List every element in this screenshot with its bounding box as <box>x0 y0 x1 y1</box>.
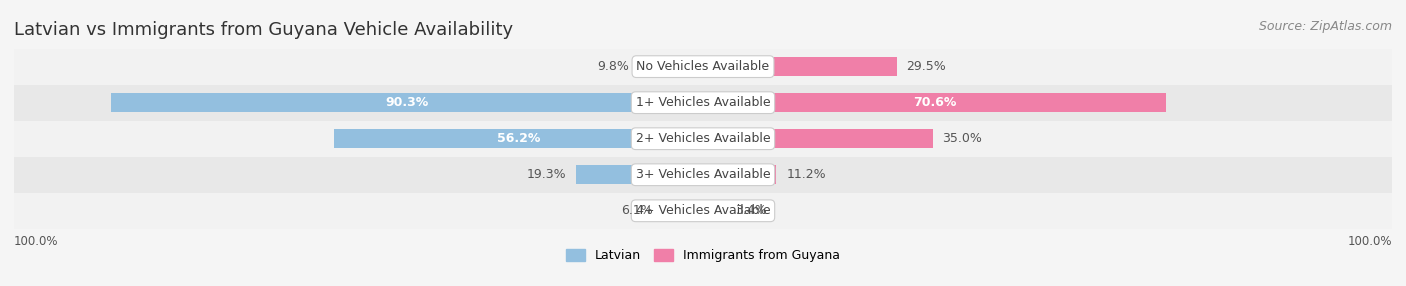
Text: 6.1%: 6.1% <box>621 204 654 217</box>
Text: 100.0%: 100.0% <box>14 235 59 248</box>
Bar <box>703 129 932 148</box>
Text: 70.6%: 70.6% <box>912 96 956 109</box>
Text: 56.2%: 56.2% <box>496 132 540 145</box>
Text: 3.4%: 3.4% <box>735 204 766 217</box>
Bar <box>703 201 725 220</box>
Bar <box>14 157 1392 193</box>
Bar <box>14 193 1392 229</box>
Bar <box>14 85 1392 121</box>
Bar <box>664 201 703 220</box>
Text: Latvian vs Immigrants from Guyana Vehicle Availability: Latvian vs Immigrants from Guyana Vehicl… <box>14 21 513 39</box>
Text: 35.0%: 35.0% <box>942 132 983 145</box>
Legend: Latvian, Immigrants from Guyana: Latvian, Immigrants from Guyana <box>567 249 839 262</box>
Bar <box>703 165 776 184</box>
Text: 2+ Vehicles Available: 2+ Vehicles Available <box>636 132 770 145</box>
Text: 19.3%: 19.3% <box>527 168 567 181</box>
Text: 11.2%: 11.2% <box>786 168 825 181</box>
Text: 3+ Vehicles Available: 3+ Vehicles Available <box>636 168 770 181</box>
Text: Source: ZipAtlas.com: Source: ZipAtlas.com <box>1258 20 1392 33</box>
Text: 29.5%: 29.5% <box>907 60 946 73</box>
Bar <box>14 121 1392 157</box>
Text: No Vehicles Available: No Vehicles Available <box>637 60 769 73</box>
Text: 90.3%: 90.3% <box>385 96 429 109</box>
Bar <box>703 57 897 76</box>
Bar <box>111 93 703 112</box>
Bar <box>335 129 703 148</box>
Bar <box>14 49 1392 85</box>
Text: 4+ Vehicles Available: 4+ Vehicles Available <box>636 204 770 217</box>
Text: 1+ Vehicles Available: 1+ Vehicles Available <box>636 96 770 109</box>
Text: 9.8%: 9.8% <box>598 60 628 73</box>
Bar <box>703 93 1166 112</box>
Bar <box>638 57 703 76</box>
Text: 100.0%: 100.0% <box>1347 235 1392 248</box>
Bar <box>576 165 703 184</box>
